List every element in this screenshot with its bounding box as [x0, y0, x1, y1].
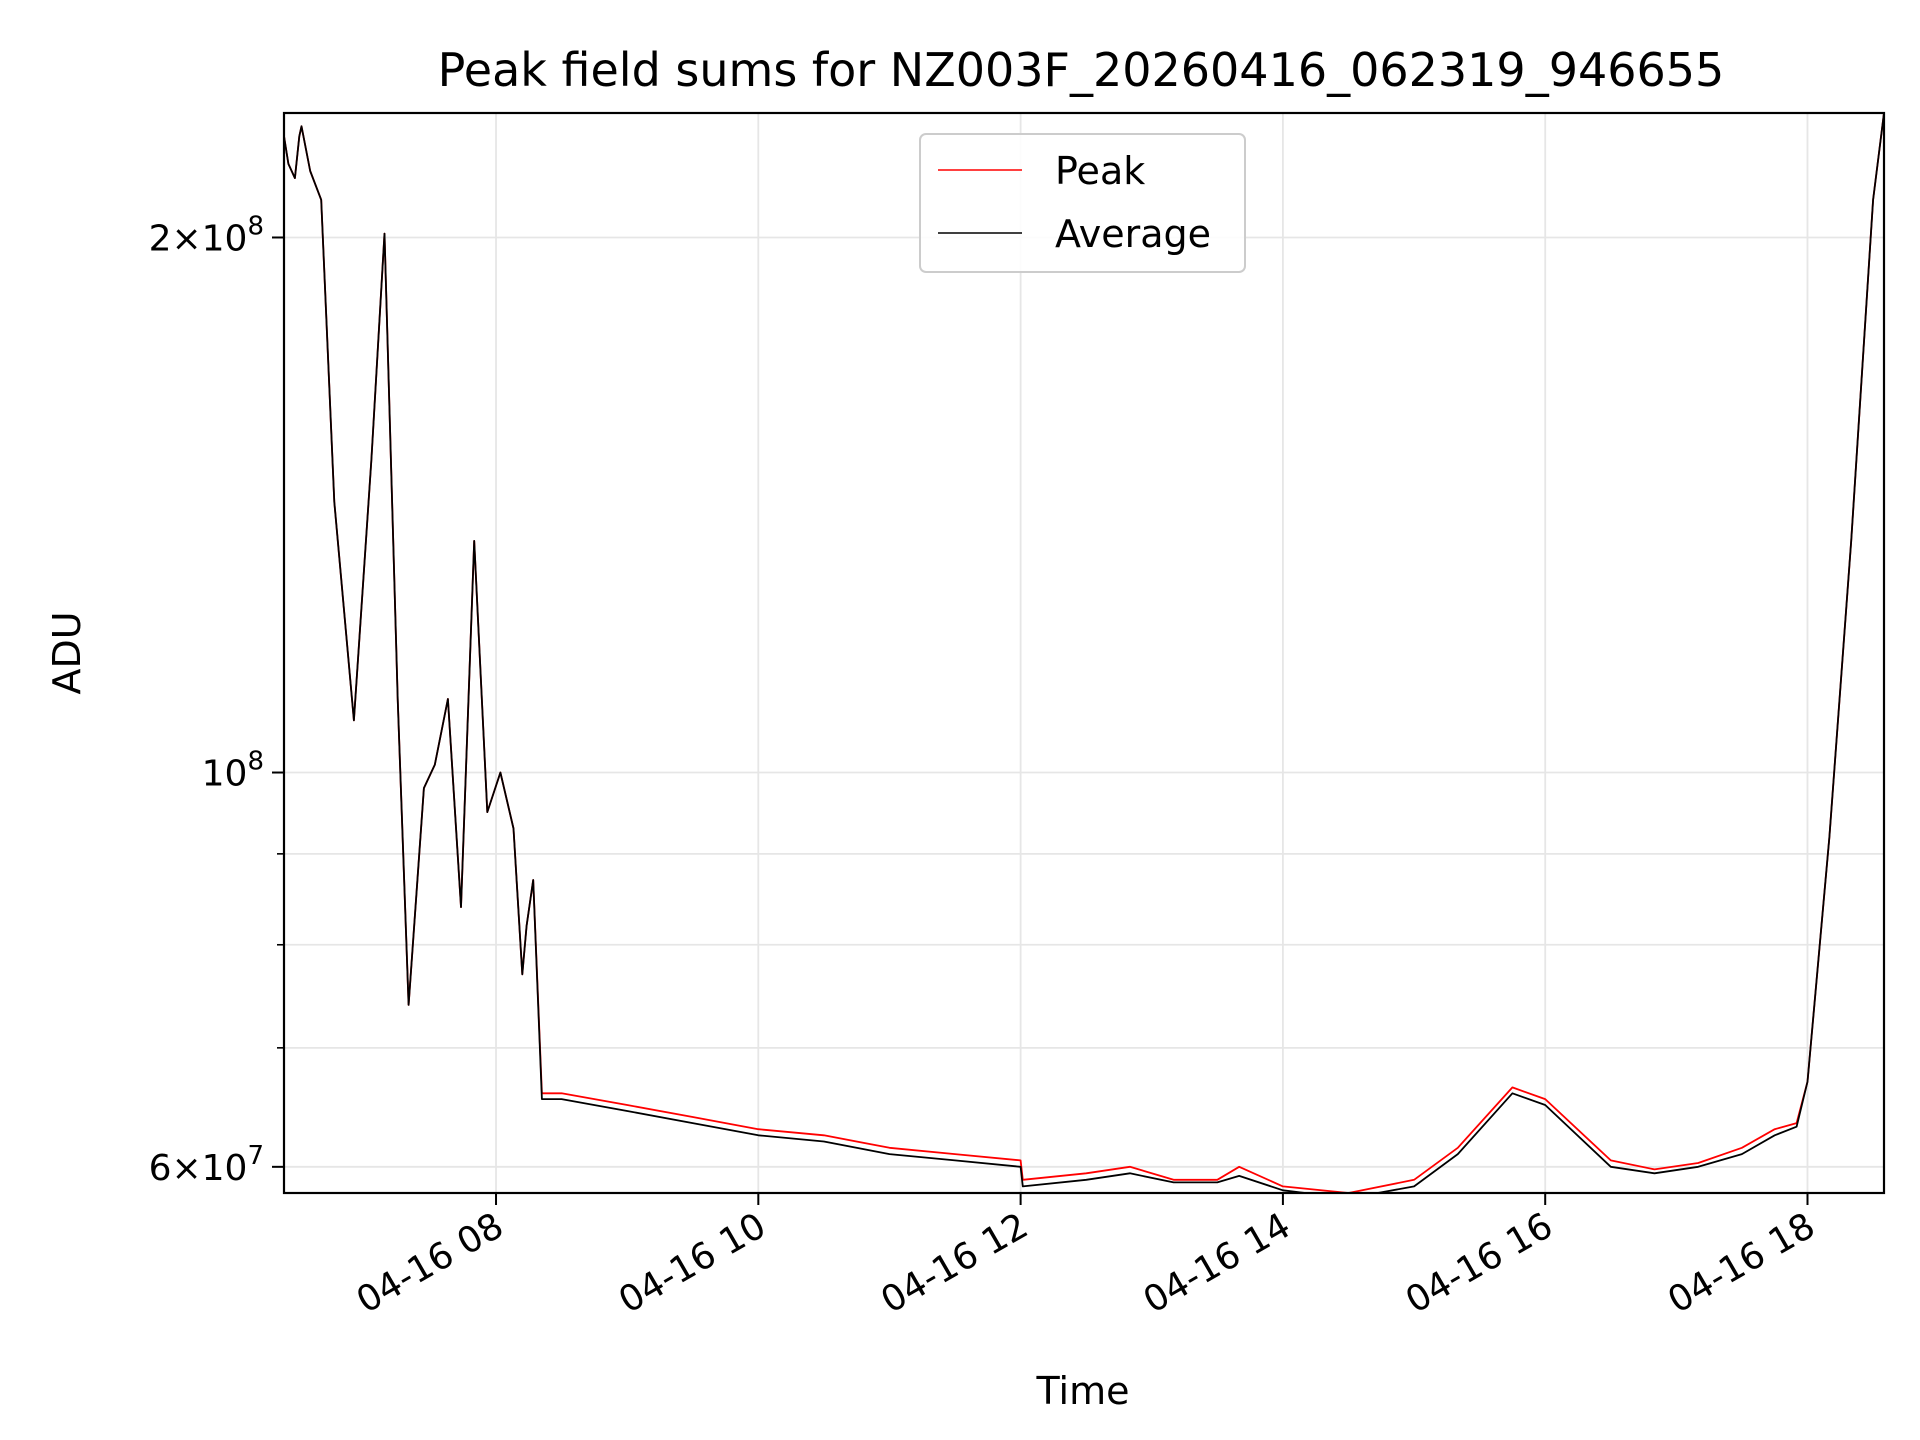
- legend-peak-label: Peak: [1055, 149, 1145, 193]
- y-tick-label: 6×107: [149, 1141, 264, 1189]
- y-tick-label: 2×108: [149, 211, 264, 259]
- series-line-average: [284, 113, 1884, 1193]
- y-tick-exponent: 8: [247, 211, 264, 241]
- x-axis-label: Time: [1036, 1369, 1130, 1413]
- legend-box: [919, 133, 1246, 273]
- legend: Peak Average: [919, 133, 1246, 273]
- grid: [284, 113, 1884, 1193]
- plot-frame: [282, 111, 1886, 1195]
- series-layer: [284, 113, 1884, 1193]
- y-axis-label: ADU: [45, 611, 89, 694]
- y-tick-exponent: 7: [247, 1141, 264, 1171]
- chart-title: Peak field sums for NZ003F_20260416_0623…: [438, 43, 1725, 97]
- legend-average-label: Average: [1055, 212, 1211, 256]
- y-tick-exponent: 8: [247, 747, 264, 777]
